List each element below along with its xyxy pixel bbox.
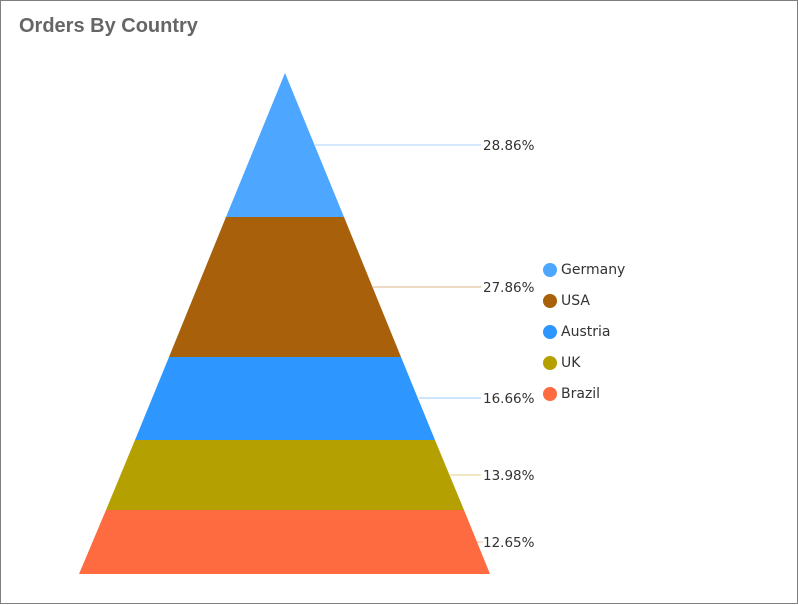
legend-item-uk[interactable]: UK: [543, 347, 625, 378]
legend-label: USA: [561, 292, 590, 309]
legend-label: Austria: [561, 323, 611, 340]
legend-dot-icon: [543, 355, 557, 370]
legend-label: UK: [561, 354, 581, 371]
data-label-austria: 16.66%: [483, 391, 535, 407]
pyramid-segment-usa[interactable]: [169, 217, 401, 357]
legend-dot-icon: [543, 293, 557, 308]
chart-legend: Germany USA Austria UK Brazil: [543, 254, 625, 409]
legend-dot-icon: [543, 262, 557, 277]
data-label-brazil: 12.65%: [483, 535, 535, 551]
legend-item-austria[interactable]: Austria: [543, 316, 625, 347]
pyramid-segment-germany[interactable]: [226, 73, 344, 217]
legend-item-usa[interactable]: USA: [543, 285, 625, 316]
pyramid-segment-brazil[interactable]: [79, 510, 490, 574]
legend-label: Germany: [561, 261, 626, 278]
data-label-uk: 13.98%: [483, 468, 535, 484]
legend-label: Brazil: [561, 385, 601, 402]
data-label-usa: 27.86%: [483, 280, 535, 296]
legend-dot-icon: [543, 386, 557, 401]
data-label-germany: 28.86%: [483, 138, 535, 154]
legend-dot-icon: [543, 324, 557, 339]
pyramid-segment-austria[interactable]: [135, 357, 435, 440]
legend-item-germany[interactable]: Germany: [543, 254, 625, 285]
pyramid-segment-uk[interactable]: [106, 440, 464, 510]
legend-item-brazil[interactable]: Brazil: [543, 378, 625, 409]
chart-title: Orders By Country: [19, 15, 198, 37]
